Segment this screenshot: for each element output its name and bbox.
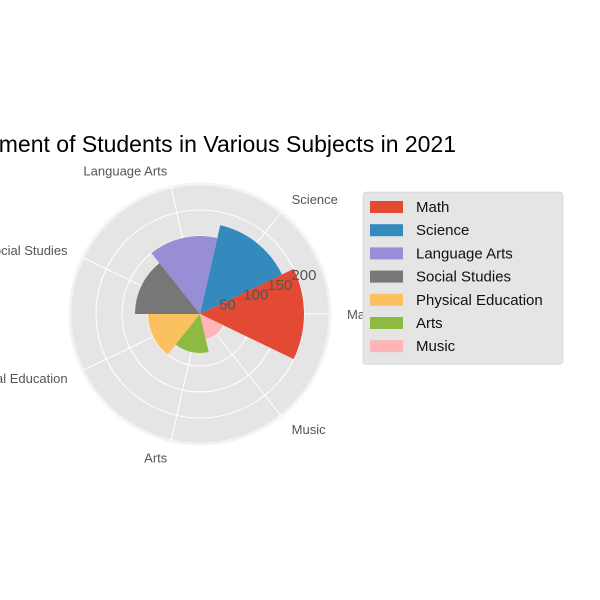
- legend-label-math: Math: [416, 199, 449, 216]
- radial-tick-label: 200: [291, 267, 316, 284]
- legend-label-science: Science: [416, 222, 469, 239]
- chart-title: Enrollment of Students in Various Subjec…: [0, 131, 456, 157]
- legend-label-arts: Arts: [416, 315, 443, 332]
- legend-label-physical-education: Physical Education: [416, 292, 543, 309]
- category-label-music: Music: [292, 422, 326, 437]
- legend-swatch-social-studies: [370, 271, 403, 283]
- legend: Math Science Language Arts Social Studies Ph…: [363, 192, 563, 364]
- radial-tick-label: 150: [267, 277, 292, 294]
- category-label-arts: Arts: [144, 450, 168, 465]
- legend-swatch-language-arts: [370, 247, 403, 259]
- legend-swatch-science: [370, 224, 403, 236]
- legend-label-social-studies: Social Studies: [416, 269, 511, 286]
- category-label-physical-education: Physical Education: [0, 371, 68, 386]
- legend-swatch-physical-education: [370, 294, 403, 306]
- legend-swatch-arts: [370, 317, 403, 329]
- legend-swatch-music: [370, 340, 403, 352]
- category-label-science: Science: [292, 192, 338, 207]
- category-label-social-studies: Social Studies: [0, 243, 68, 258]
- legend-swatch-math: [370, 201, 403, 213]
- category-label-language-arts: Language Arts: [83, 164, 167, 179]
- legend-label-language-arts: Language Arts: [416, 245, 513, 262]
- legend-label-music: Music: [416, 338, 456, 355]
- radial-tick-label: 100: [243, 287, 268, 304]
- radial-tick-label: 50: [219, 296, 236, 313]
